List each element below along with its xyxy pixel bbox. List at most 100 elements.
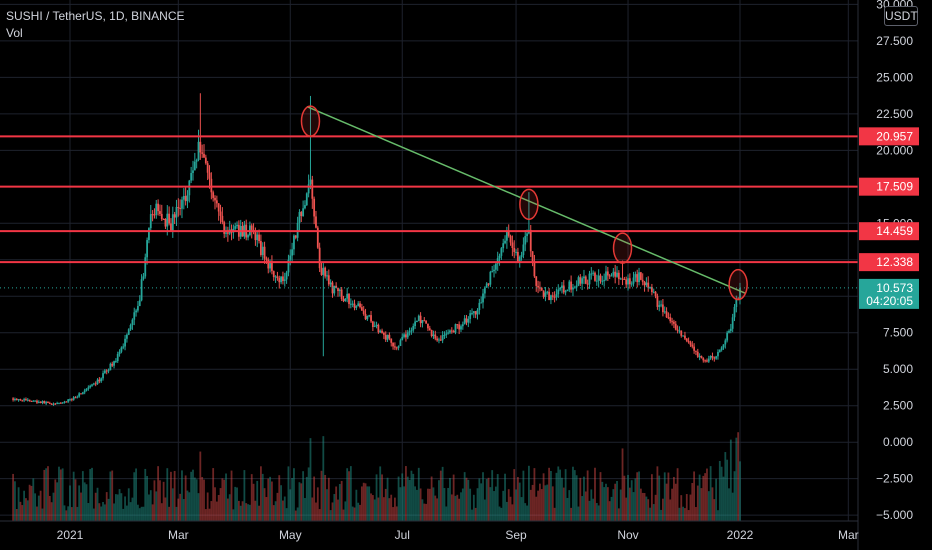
candle-body [193,161,196,171]
volume-bar [146,475,148,521]
volume-bar [316,487,319,521]
candle-body [406,332,409,338]
volume-bar [61,468,64,521]
volume-bar [507,489,510,521]
candle-body [696,351,699,357]
candle-body [603,279,606,281]
candle-body [685,338,688,341]
candle-body [289,255,292,260]
volume-bar [720,466,723,521]
volume-bar [691,483,694,521]
candle-body [531,251,534,262]
volume-bar [544,485,547,521]
candle-body [92,383,95,385]
candle-body [559,287,562,290]
volume-bar [623,475,626,521]
candle-body [199,141,202,153]
candle-body [502,243,505,249]
candle-body [533,261,536,277]
volume-bar [386,477,389,521]
volume-bar [643,493,646,521]
candle-body [105,370,108,372]
candle-body [170,223,172,231]
volume-bar [632,492,635,521]
volume-bar [52,492,55,521]
candle-body [201,152,204,154]
volume-bar [182,499,185,521]
candle-body [535,276,538,286]
volume-bar [184,475,187,521]
volume-bar [590,489,593,521]
touch-marker-ellipse [519,188,539,221]
volume-bar [78,485,81,521]
touch-marker-ellipse [300,105,321,137]
candle-body [355,306,358,308]
volume-bar [274,501,277,521]
candle-body [662,304,664,313]
countdown-label: 04:20:05 [866,294,913,308]
volume-bar [263,488,266,521]
candle-body [265,258,268,260]
candle-body [39,401,42,403]
candle-body [30,401,33,403]
volume-bar [687,510,690,521]
volume-bar [113,503,115,521]
candle-body [421,320,424,324]
candle-body [23,399,26,401]
candle-body [645,282,648,286]
candle-body [408,331,411,333]
volume-bar [480,483,483,521]
volume-bar [680,495,683,521]
volume-bar [48,495,51,521]
volume-bar [261,473,264,521]
volume-bar [85,484,88,521]
volume-bar [54,479,57,521]
volume-indicator-label[interactable]: Vol [6,26,23,40]
candle-body [349,303,352,305]
candle-body [693,346,696,351]
candle-body [639,272,642,280]
volume-bar [722,476,725,521]
volume-bar [478,478,481,521]
volume-bar [382,497,385,521]
symbol-title[interactable]: SUSHI / TetherUS, 1D, BINANCE [6,9,185,23]
volume-bar [159,480,161,521]
currency-button[interactable]: USDT [884,6,918,26]
candle-body [109,363,112,371]
volume-bar [269,476,271,521]
candle-body [65,401,68,403]
volume-bar [192,469,194,521]
volume-bar [496,474,499,521]
candle-body [359,303,361,308]
volume-bar [59,469,62,521]
time-tick-label: 2022 [727,528,754,542]
candle-body [610,275,613,277]
volume-bar [353,507,356,521]
candle-body [443,334,446,336]
volume-bar [485,478,488,521]
candle-body [636,274,639,283]
volume-bar [583,476,585,521]
volume-bar [434,495,437,521]
candle-body [94,383,97,385]
volume-bar [188,492,191,521]
candle-body [687,340,690,343]
volume-bar [305,476,308,521]
candle-body [254,232,257,241]
candle-body [256,234,259,241]
volume-bar [126,505,128,521]
volume-bar [706,468,708,521]
candle-body [608,275,611,277]
candle-body [157,203,160,212]
volume-bar [34,493,37,521]
candle-body [434,334,437,339]
volume-bar [684,508,686,521]
candle-body [17,399,20,401]
candle-body [219,211,222,216]
candle-body [491,271,494,273]
volume-bar [498,506,501,521]
volume-bar [588,500,591,521]
volume-bar [225,473,227,521]
candle-body [605,271,607,280]
